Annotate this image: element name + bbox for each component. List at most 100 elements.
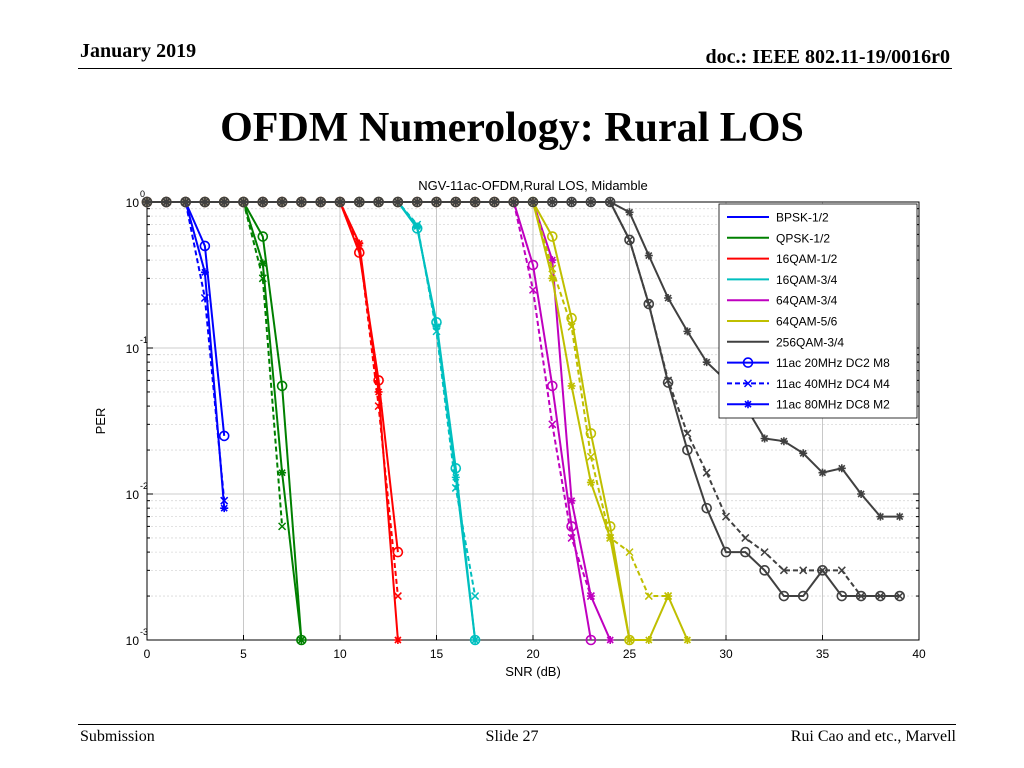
y-tick-label-exp: -2 (140, 481, 148, 491)
header-doc-id: doc.: IEEE 802.11-19/0016r0 (705, 46, 950, 68)
data-point-star (799, 449, 808, 458)
data-point (413, 198, 422, 206)
data-point-star (220, 504, 229, 513)
data-point-star (760, 434, 769, 443)
data-point-star (664, 592, 673, 601)
data-point-star (567, 381, 576, 390)
data-point (837, 464, 846, 473)
x-tick-label: 20 (526, 647, 540, 661)
data-point-star (297, 636, 306, 644)
data-point-star (683, 327, 692, 336)
data-point-star (355, 239, 364, 248)
x-tick-label: 40 (912, 647, 926, 661)
y-tick-label-exp: -1 (140, 335, 148, 345)
data-point-star (471, 198, 480, 206)
data-point (759, 565, 770, 576)
data-point-x (683, 429, 692, 438)
data-point (278, 522, 287, 531)
data-point-star (413, 198, 422, 206)
y-axis-label: PER (93, 408, 108, 435)
series-layer (141, 196, 906, 646)
data-point (721, 512, 731, 521)
data-point-star (567, 496, 576, 505)
data-point (857, 490, 866, 498)
x-tick-label: 15 (430, 647, 444, 661)
legend-item: 64QAM-5/6 (727, 315, 838, 329)
data-point-star (162, 198, 171, 206)
legend: BPSK-1/2 QPSK-1/2 16QAM-1/2 16QAM-3/4 64QAM-… (718, 203, 918, 419)
data-point (567, 381, 576, 390)
legend-item: QPSK-1/2 (727, 231, 830, 245)
data-point-x (721, 512, 731, 521)
footer-submission: Submission (80, 728, 155, 745)
data-point (509, 198, 518, 206)
data-point-star (895, 512, 904, 521)
data-point (162, 198, 171, 206)
legend-label: 16QAM-3/4 (776, 273, 838, 287)
legend-label: 64QAM-5/6 (776, 315, 838, 329)
data-point (760, 548, 769, 557)
data-point (355, 239, 364, 248)
data-point-star (258, 259, 267, 268)
data-point (818, 468, 827, 477)
data-point (799, 566, 808, 575)
data-point (471, 592, 480, 601)
data-point (297, 198, 306, 206)
x-tick-label: 30 (719, 647, 733, 661)
data-point (218, 430, 230, 442)
legend-label: 256QAM-3/4 (776, 335, 844, 349)
data-point-x (743, 379, 753, 388)
data-point (451, 198, 460, 206)
data-point (799, 449, 808, 458)
data-point (258, 259, 267, 268)
data-point (220, 504, 229, 513)
y-tick-label-base: 10 (126, 342, 140, 356)
data-point-star (625, 208, 634, 217)
data-point-x (741, 533, 750, 542)
data-point-star (857, 490, 866, 498)
data-point-star (567, 198, 576, 206)
data-point (548, 274, 557, 283)
data-point (701, 502, 713, 514)
data-point-star (548, 198, 557, 206)
data-point-star (586, 198, 595, 206)
data-point (546, 231, 558, 242)
data-point-star (393, 198, 402, 206)
y-tick-label-exp: -3 (140, 627, 148, 637)
data-point (585, 428, 597, 439)
data-point (278, 198, 287, 206)
grid (146, 202, 920, 641)
data-point (200, 268, 209, 277)
data-point-star (876, 512, 885, 521)
data-point-star (644, 251, 653, 260)
data-point-star (548, 274, 557, 283)
data-point (857, 592, 866, 601)
data-point (181, 198, 190, 206)
data-point (876, 512, 885, 521)
data-point (276, 380, 288, 392)
legend-label: 64QAM-3/4 (776, 294, 838, 308)
data-point (258, 198, 267, 206)
data-point (702, 468, 711, 477)
x-tick-label: 35 (816, 647, 830, 661)
legend-label: 16QAM-1/2 (776, 252, 838, 266)
data-point (779, 566, 788, 575)
data-point-x (779, 566, 788, 575)
legend-item: 11ac 40MHz DC4 M4 (727, 377, 890, 391)
data-point-star (744, 400, 752, 409)
data-point (529, 198, 537, 206)
y-tick-label-exp: 0 (140, 189, 145, 199)
data-point (895, 512, 904, 521)
legend-item: 16QAM-1/2 (727, 252, 838, 266)
data-point-x (644, 300, 653, 309)
data-point (220, 198, 229, 206)
data-point-star (374, 387, 383, 396)
data-point (490, 198, 499, 206)
data-point (432, 322, 441, 331)
legend-label: BPSK-1/2 (776, 211, 829, 225)
data-point (682, 444, 693, 456)
legend-label: 11ac 20MHz DC2 M8 (776, 356, 890, 370)
data-point (797, 590, 809, 602)
data-point (606, 533, 615, 542)
data-point (278, 468, 287, 477)
